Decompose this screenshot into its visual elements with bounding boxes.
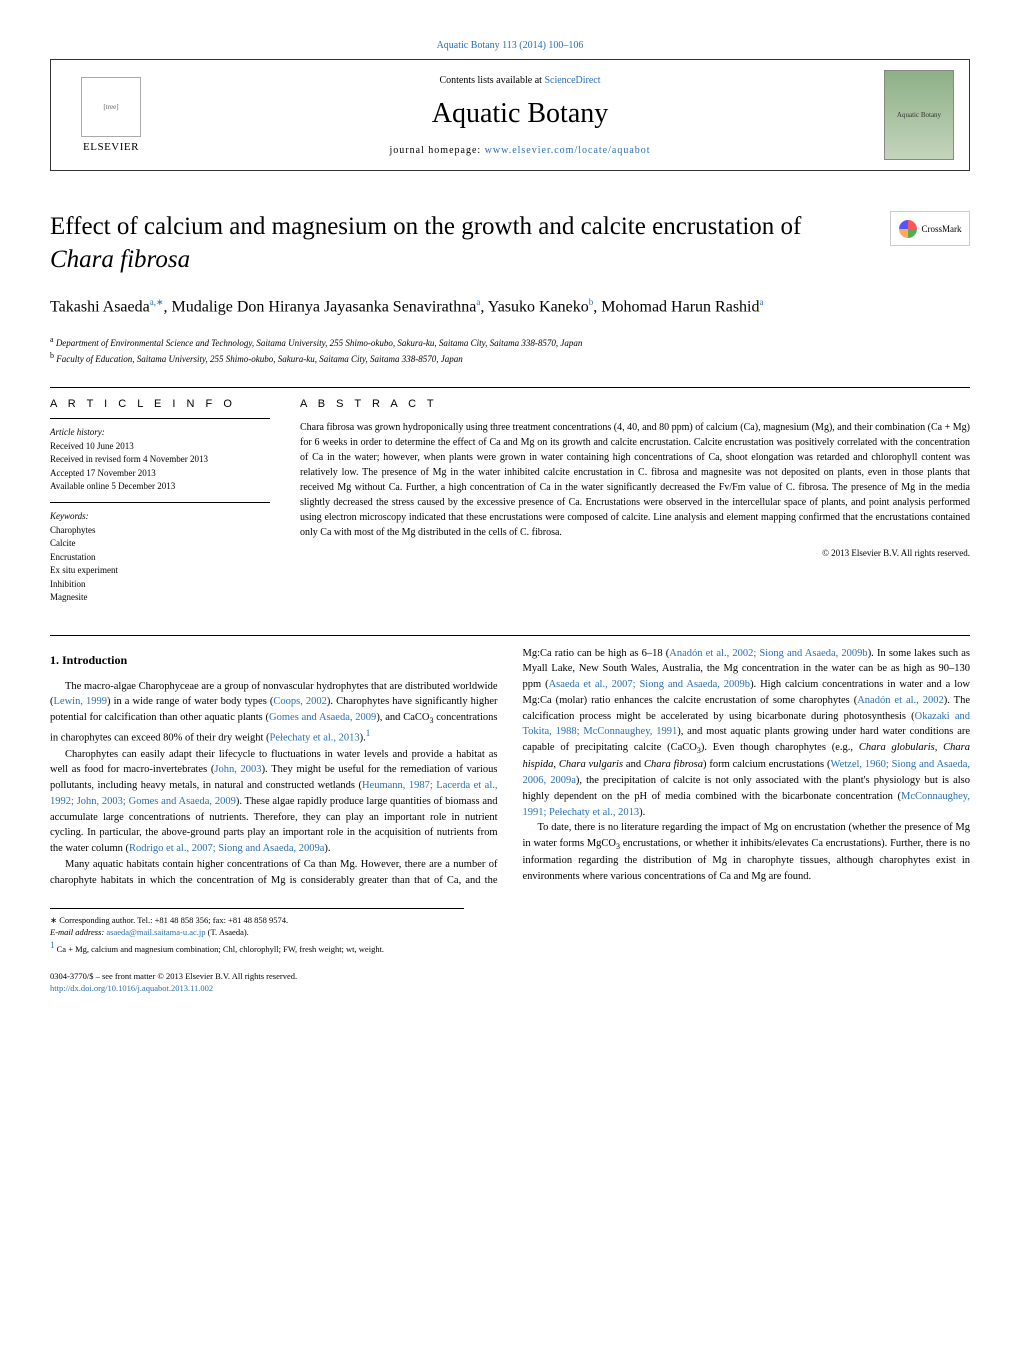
article-info-heading: A R T I C L E I N F O	[50, 398, 270, 410]
sciencedirect-link[interactable]: ScienceDirect	[544, 75, 600, 86]
email-link[interactable]: asaeda@mail.saitama-u.ac.jp	[106, 927, 205, 937]
revised-date: Received in revised form 4 November 2013	[50, 453, 270, 467]
citation-link[interactable]: Aquatic Botany 113 (2014) 100–106	[50, 40, 970, 51]
citation-link[interactable]: Anadón et al., 2002; Siong and Asaeda, 2…	[669, 648, 867, 659]
accepted-date: Accepted 17 November 2013	[50, 467, 270, 481]
paragraph: Charophytes can easily adapt their lifec…	[50, 747, 498, 857]
doi-link[interactable]: http://dx.doi.org/10.1016/j.aquabot.2013…	[50, 983, 970, 995]
affiliations: a Department of Environmental Science an…	[50, 334, 970, 367]
article-info: A R T I C L E I N F O Article history: R…	[50, 398, 270, 605]
paragraph: To date, there is no literature regardin…	[523, 820, 971, 884]
elsevier-text: ELSEVIER	[83, 141, 139, 153]
corresponding-author: ∗ Corresponding author. Tel.: +81 48 858…	[50, 915, 464, 927]
journal-homepage: journal homepage: www.elsevier.com/locat…	[156, 145, 884, 156]
journal-title: Aquatic Botany	[156, 98, 884, 130]
footnotes: ∗ Corresponding author. Tel.: +81 48 858…	[50, 908, 464, 956]
online-date: Available online 5 December 2013	[50, 480, 270, 494]
citation-link[interactable]: John, 2003	[214, 764, 261, 775]
citation-link[interactable]: Gomes and Asaeda, 2009	[269, 712, 376, 723]
body-text: 1. Introduction The macro-algae Charophy…	[50, 646, 970, 889]
citation-link[interactable]: Anadón et al., 2002	[857, 695, 944, 706]
article-title: Effect of calcium and magnesium on the g…	[50, 211, 870, 276]
email-line: E-mail address: asaeda@mail.saitama-u.ac…	[50, 927, 464, 939]
footnote-ref[interactable]: 1	[366, 728, 371, 738]
elsevier-logo: [tree] ELSEVIER	[66, 70, 156, 160]
section-heading: 1. Introduction	[50, 651, 498, 669]
received-date: Received 10 June 2013	[50, 440, 270, 454]
keyword: Inhibition	[50, 578, 270, 592]
journal-header: [tree] ELSEVIER Contents lists available…	[50, 59, 970, 171]
keyword: Encrustation	[50, 551, 270, 565]
keywords-list: Charophytes Calcite Encrustation Ex situ…	[50, 524, 270, 605]
history-label: Article history:	[50, 427, 270, 437]
citation-link[interactable]: Lewin, 1999	[54, 696, 108, 707]
keyword: Magnesite	[50, 591, 270, 605]
homepage-link[interactable]: www.elsevier.com/locate/aquabot	[485, 145, 651, 156]
author-list: Takashi Asaedaa,∗, Mudalige Don Hiranya …	[50, 296, 970, 319]
abstract: A B S T R A C T Chara fibrosa was grown …	[300, 398, 970, 605]
citation-link[interactable]: Asaeda et al., 2007; Siong and Asaeda, 2…	[549, 679, 750, 690]
issn-line: 0304-3770/$ – see front matter © 2013 El…	[50, 971, 970, 983]
keyword: Ex situ experiment	[50, 564, 270, 578]
citation-link[interactable]: Pełechaty et al., 2013	[270, 733, 360, 744]
author-4: Mohomad Harun Rashid	[601, 298, 759, 315]
journal-cover-icon: Aquatic Botany	[884, 70, 954, 160]
keywords-label: Keywords:	[50, 511, 270, 521]
footnote-1: 1 Ca + Mg, calcium and magnesium combina…	[50, 939, 464, 956]
crossmark-icon	[899, 220, 917, 238]
keyword: Charophytes	[50, 524, 270, 538]
keyword: Calcite	[50, 537, 270, 551]
author-1: Takashi Asaeda	[50, 298, 150, 315]
citation-link[interactable]: Coops, 2002	[273, 696, 327, 707]
abstract-text: Chara fibrosa was grown hydroponically u…	[300, 420, 970, 540]
elsevier-tree-icon: [tree]	[81, 77, 141, 137]
paragraph: The macro-algae Charophyceae are a group…	[50, 679, 498, 747]
contents-available: Contents lists available at ScienceDirec…	[156, 75, 884, 86]
citation-link[interactable]: Rodrigo et al., 2007; Siong and Asaeda, …	[129, 843, 324, 854]
copyright: © 2013 Elsevier B.V. All rights reserved…	[300, 548, 970, 558]
crossmark-badge[interactable]: CrossMark	[890, 211, 970, 246]
author-3: Yasuko Kaneko	[488, 298, 589, 315]
footer-meta: 0304-3770/$ – see front matter © 2013 El…	[50, 971, 970, 995]
abstract-heading: A B S T R A C T	[300, 398, 970, 410]
author-2: Mudalige Don Hiranya Jayasanka Senavirat…	[172, 298, 477, 315]
